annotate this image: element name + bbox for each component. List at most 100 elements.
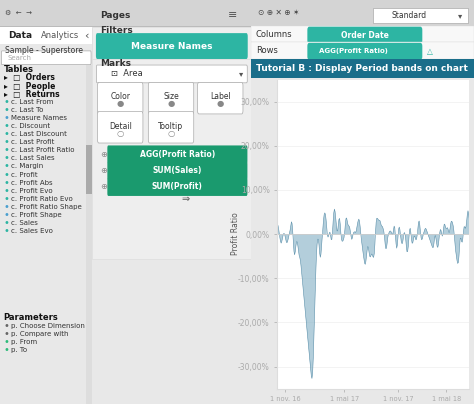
Text: c. Last Discount: c. Last Discount bbox=[11, 131, 67, 137]
Text: c. Profit Evo: c. Profit Evo bbox=[11, 188, 53, 194]
Text: •: • bbox=[4, 145, 9, 155]
Text: ‹: ‹ bbox=[84, 31, 88, 40]
Text: ⊕: ⊕ bbox=[100, 182, 108, 191]
Text: SUM(Sales): SUM(Sales) bbox=[153, 166, 202, 175]
Text: ○: ○ bbox=[117, 129, 124, 138]
Text: •: • bbox=[4, 329, 9, 339]
Text: •: • bbox=[4, 121, 9, 131]
FancyBboxPatch shape bbox=[107, 162, 247, 180]
FancyBboxPatch shape bbox=[107, 145, 247, 164]
Text: ⚙  ←  →: ⚙ ← → bbox=[5, 10, 32, 16]
Text: ▾: ▾ bbox=[458, 11, 463, 20]
Text: •: • bbox=[4, 162, 9, 171]
Text: c. Profit Ratio Evo: c. Profit Ratio Evo bbox=[11, 196, 73, 202]
FancyBboxPatch shape bbox=[307, 27, 422, 44]
Text: Color: Color bbox=[110, 93, 130, 101]
Text: ⊡  Area: ⊡ Area bbox=[111, 69, 143, 78]
Text: c. Last Profit: c. Last Profit bbox=[11, 139, 55, 145]
Text: Rows: Rows bbox=[255, 46, 278, 55]
FancyBboxPatch shape bbox=[92, 0, 251, 26]
Text: ●: ● bbox=[217, 99, 224, 108]
Text: Detail: Detail bbox=[109, 122, 132, 131]
Text: c. Last Profit Ratio: c. Last Profit Ratio bbox=[11, 147, 74, 153]
Text: Label: Label bbox=[210, 93, 231, 101]
Text: c. Profit: c. Profit bbox=[11, 172, 38, 177]
Text: •: • bbox=[4, 170, 9, 179]
Text: ⊕: ⊕ bbox=[100, 150, 108, 159]
Text: c. Sales Evo: c. Sales Evo bbox=[11, 228, 53, 234]
Text: Measure Names: Measure Names bbox=[131, 42, 212, 50]
Text: p. To: p. To bbox=[11, 347, 27, 353]
Text: c. Profit Shape: c. Profit Shape bbox=[11, 212, 62, 218]
FancyBboxPatch shape bbox=[0, 26, 92, 27]
Text: p. From: p. From bbox=[11, 339, 37, 345]
Text: c. Last To: c. Last To bbox=[11, 107, 44, 113]
Text: •: • bbox=[4, 337, 9, 347]
FancyBboxPatch shape bbox=[96, 33, 248, 59]
FancyBboxPatch shape bbox=[148, 82, 194, 114]
FancyBboxPatch shape bbox=[198, 82, 243, 114]
Text: •: • bbox=[4, 321, 9, 331]
FancyBboxPatch shape bbox=[1, 51, 91, 65]
FancyBboxPatch shape bbox=[86, 145, 92, 194]
FancyBboxPatch shape bbox=[107, 178, 247, 196]
Text: c. Sales: c. Sales bbox=[11, 220, 38, 226]
Text: •: • bbox=[4, 202, 9, 212]
Text: •: • bbox=[4, 97, 9, 107]
Text: •: • bbox=[4, 137, 9, 147]
Text: p. Choose Dimension: p. Choose Dimension bbox=[11, 323, 85, 329]
Text: ▸  □  Orders: ▸ □ Orders bbox=[4, 73, 55, 82]
Text: •: • bbox=[4, 210, 9, 220]
Text: •: • bbox=[4, 129, 9, 139]
FancyBboxPatch shape bbox=[148, 112, 194, 143]
Text: c. Discount: c. Discount bbox=[11, 123, 50, 129]
Text: ⇒: ⇒ bbox=[182, 194, 190, 204]
Text: ●: ● bbox=[167, 99, 174, 108]
Text: •: • bbox=[4, 154, 9, 163]
Text: SUM(Profit): SUM(Profit) bbox=[152, 182, 203, 191]
Text: ▾: ▾ bbox=[238, 69, 243, 78]
Text: ●: ● bbox=[117, 99, 124, 108]
FancyBboxPatch shape bbox=[92, 26, 251, 27]
Text: Standard: Standard bbox=[392, 11, 427, 20]
Text: Tutorial B : Display Period bands on chart: Tutorial B : Display Period bands on cha… bbox=[255, 64, 467, 73]
Text: AGG(Profit Ratio): AGG(Profit Ratio) bbox=[319, 48, 388, 54]
Text: Measure Names: Measure Names bbox=[11, 115, 67, 121]
FancyBboxPatch shape bbox=[86, 65, 92, 404]
FancyBboxPatch shape bbox=[373, 8, 468, 23]
Text: ⊙ ⊕ ✕ ⊕ ✶: ⊙ ⊕ ✕ ⊕ ✶ bbox=[258, 8, 299, 17]
Text: Order Date: Order Date bbox=[341, 31, 389, 40]
Text: △: △ bbox=[427, 47, 433, 56]
Text: c. Profit Abs: c. Profit Abs bbox=[11, 180, 53, 185]
Y-axis label: Profit Ratio: Profit Ratio bbox=[231, 213, 240, 255]
FancyBboxPatch shape bbox=[307, 43, 422, 60]
FancyBboxPatch shape bbox=[251, 26, 474, 42]
Text: ○: ○ bbox=[167, 129, 174, 138]
FancyBboxPatch shape bbox=[251, 42, 474, 59]
FancyBboxPatch shape bbox=[251, 0, 474, 26]
FancyBboxPatch shape bbox=[92, 59, 251, 259]
FancyBboxPatch shape bbox=[92, 27, 251, 59]
Text: Tooltip: Tooltip bbox=[158, 122, 183, 131]
Text: •: • bbox=[4, 113, 9, 123]
Text: Search: Search bbox=[8, 55, 31, 61]
Text: p. Compare with: p. Compare with bbox=[11, 331, 69, 337]
FancyBboxPatch shape bbox=[98, 82, 143, 114]
Text: •: • bbox=[4, 178, 9, 187]
Text: c. Margin: c. Margin bbox=[11, 164, 43, 169]
FancyBboxPatch shape bbox=[0, 0, 92, 26]
Text: AGG(Profit Ratio): AGG(Profit Ratio) bbox=[140, 150, 215, 159]
Text: •: • bbox=[4, 226, 9, 236]
Text: ≡: ≡ bbox=[228, 11, 237, 20]
FancyBboxPatch shape bbox=[96, 65, 247, 83]
Text: Pages: Pages bbox=[100, 11, 131, 20]
Text: Columns: Columns bbox=[255, 30, 292, 39]
Text: Analytics: Analytics bbox=[41, 31, 79, 40]
Text: Size: Size bbox=[163, 93, 179, 101]
Text: Marks: Marks bbox=[100, 59, 131, 68]
Text: •: • bbox=[4, 194, 9, 204]
Text: Tables: Tables bbox=[4, 65, 34, 74]
FancyBboxPatch shape bbox=[0, 27, 92, 44]
Text: c. Last Sales: c. Last Sales bbox=[11, 156, 55, 161]
Text: ▸  □  People: ▸ □ People bbox=[4, 82, 55, 90]
